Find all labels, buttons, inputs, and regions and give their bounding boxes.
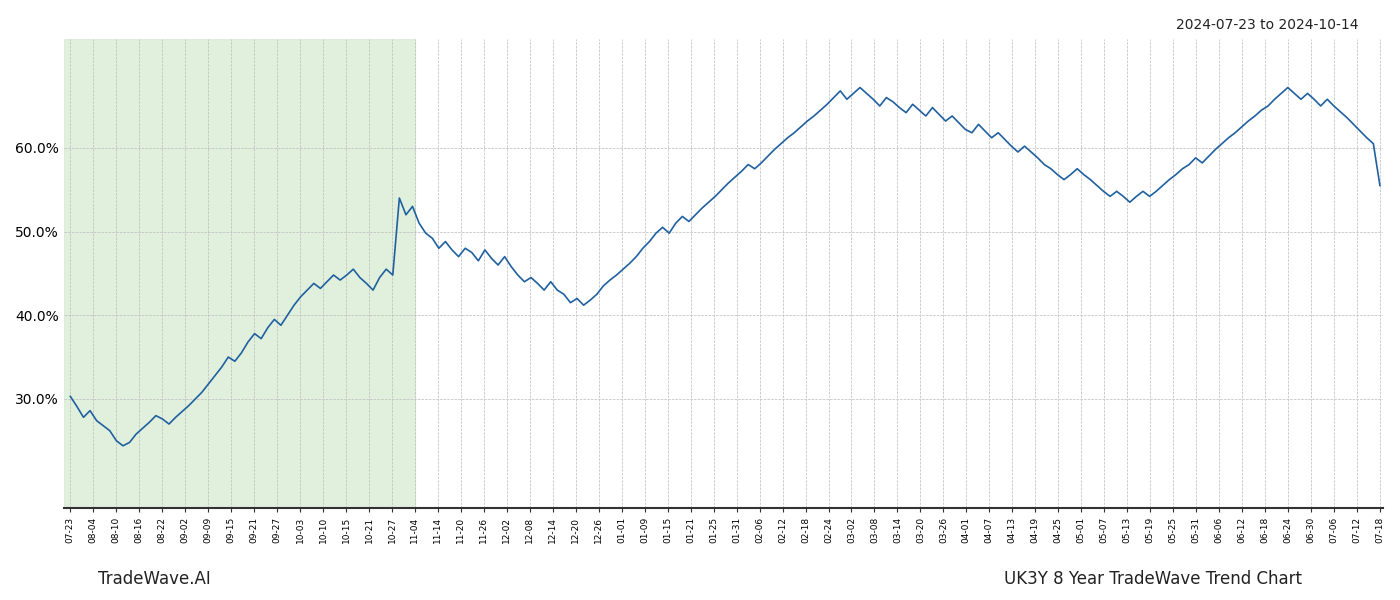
Text: TradeWave.AI: TradeWave.AI	[98, 570, 211, 588]
Text: UK3Y 8 Year TradeWave Trend Chart: UK3Y 8 Year TradeWave Trend Chart	[1004, 570, 1302, 588]
Text: 2024-07-23 to 2024-10-14: 2024-07-23 to 2024-10-14	[1176, 18, 1358, 32]
Bar	[64, 39, 414, 508]
